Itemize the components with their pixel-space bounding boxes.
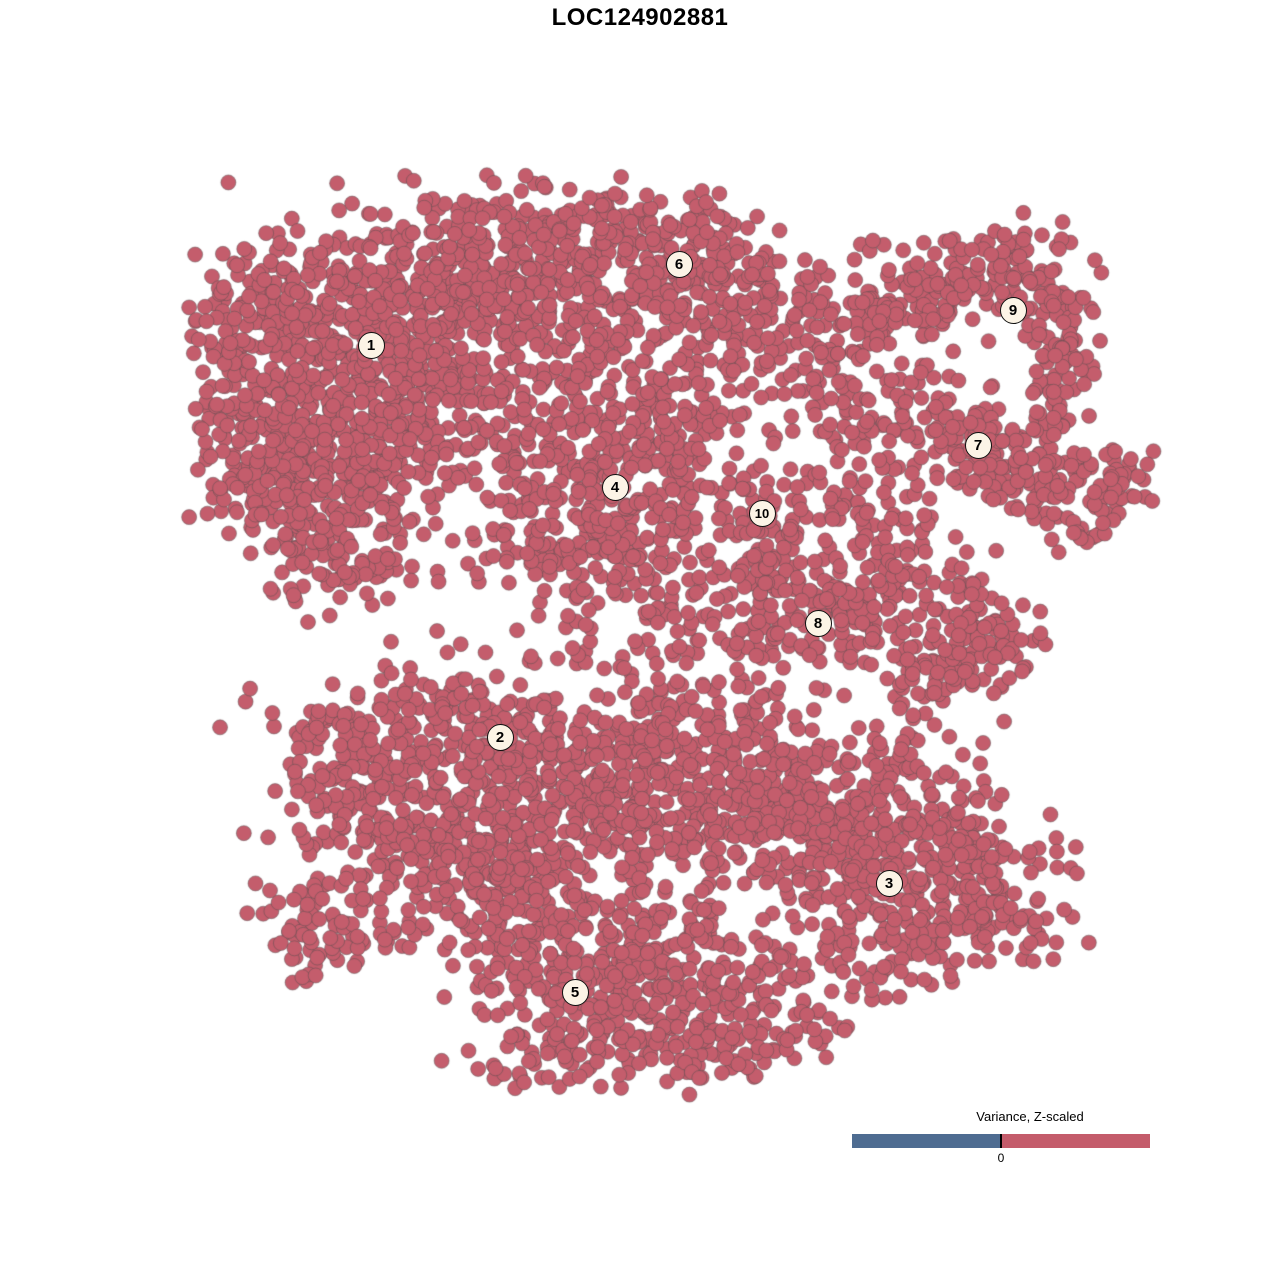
tsne-scatter-canvas — [0, 0, 1280, 1280]
